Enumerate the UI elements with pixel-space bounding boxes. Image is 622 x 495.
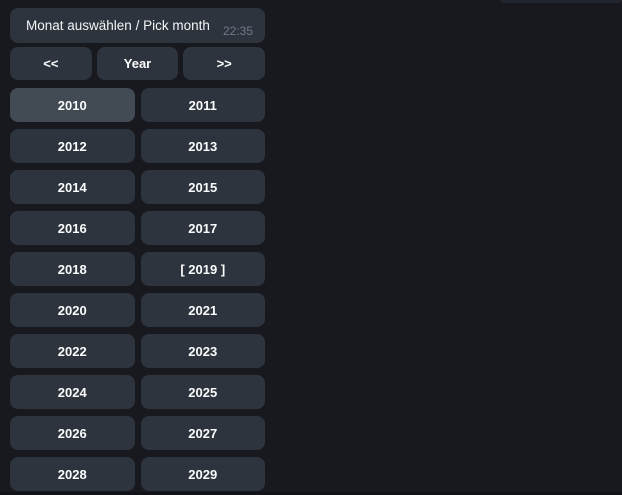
message-title: Monat auswählen / Pick month [26,18,210,33]
year-button-2025[interactable]: 2025 [140,375,265,409]
nav-year-button[interactable]: Year [96,47,179,80]
previous-message-edge [500,0,622,3]
year-button-2029[interactable]: 2029 [140,457,265,491]
chat-column: Monat auswählen / Pick month 22:35 << Yea… [10,8,266,491]
year-button-2028[interactable]: 2028 [10,457,135,491]
year-button-2023[interactable]: 2023 [140,334,265,368]
year-button-2026[interactable]: 2026 [10,416,135,450]
year-button-2017[interactable]: 2017 [140,211,265,245]
year-grid: 2010 2011 2012 2013 2014 2015 2016 2017 2018[ 20… [10,88,265,491]
bot-message-bubble: Monat auswählen / Pick month 22:35 [10,8,265,43]
year-button-2011[interactable]: 2011 [140,88,265,122]
year-button-2022[interactable]: 2022 [10,334,135,368]
year-button-2015[interactable]: 2015 [140,170,265,204]
year-button-2012[interactable]: 2012 [10,129,135,163]
year-button-2010[interactable]: 2010 [10,88,135,122]
year-button-2018[interactable]: 2018 [10,252,135,286]
year-button-2027[interactable]: 2027 [140,416,265,450]
inline-keyboard: << Year >> 2010 2011 2012 2013 2014 2015 2016 201… [10,47,266,491]
keyboard-nav-row: << Year >> [10,47,266,80]
year-button-2021[interactable]: 2021 [140,293,265,327]
year-button-2019[interactable]: [ 2019 ] [140,252,265,286]
year-button-2024[interactable]: 2024 [10,375,135,409]
year-button-2020[interactable]: 2020 [10,293,135,327]
year-button-2016[interactable]: 2016 [10,211,135,245]
year-button-2014[interactable]: 2014 [10,170,135,204]
bottom-edge [0,492,622,495]
year-button-2013[interactable]: 2013 [140,129,265,163]
nav-prev-button[interactable]: << [10,47,92,80]
nav-next-button[interactable]: >> [183,47,266,80]
message-timestamp: 22:35 [222,24,253,38]
